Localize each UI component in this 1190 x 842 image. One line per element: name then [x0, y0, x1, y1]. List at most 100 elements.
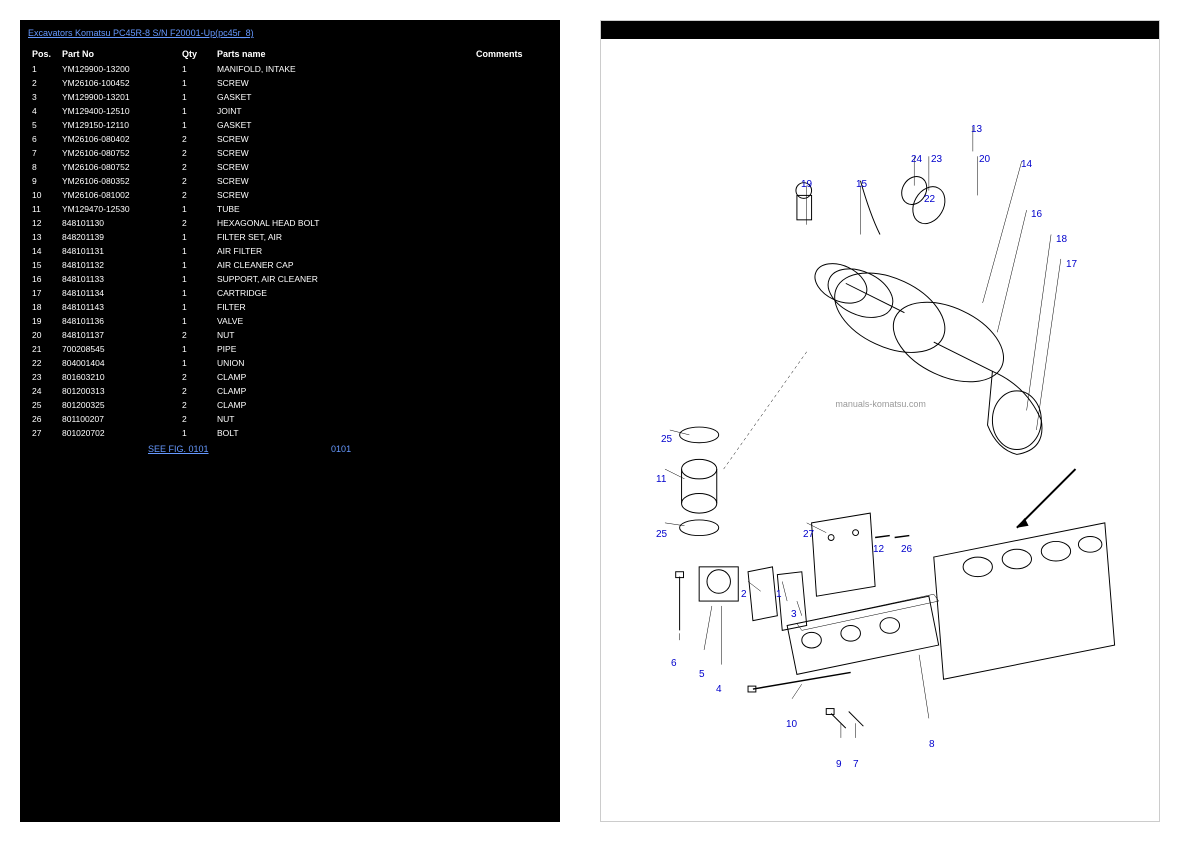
callout-15: 15 [856, 179, 867, 190]
cell-qty: 2 [178, 174, 213, 188]
cell-partno: 700208545 [58, 342, 178, 356]
cell-comments [472, 258, 552, 272]
cell-qty: 2 [178, 160, 213, 174]
header-pos: Pos. [28, 46, 58, 62]
breadcrumb: Excavators Komatsu PC45R-8 S/N F20001-Up… [28, 28, 552, 38]
cell-comments [472, 62, 552, 76]
table-row: 7YM26106-0807522SCREW [28, 146, 552, 160]
cell-pos: 23 [28, 370, 58, 384]
cell-partno: 801200325 [58, 398, 178, 412]
see-fig-link[interactable]: SEE FIG. 0101 [148, 444, 209, 454]
callout-20: 20 [979, 154, 990, 165]
cell-partno: 848101130 [58, 216, 178, 230]
cell-pos: 5 [28, 118, 58, 132]
callout-22: 22 [924, 194, 935, 205]
cell-pos: 3 [28, 90, 58, 104]
cell-name: GASKET [213, 90, 472, 104]
cell-partno: YM129400-12510 [58, 104, 178, 118]
callout-5: 5 [699, 669, 705, 680]
cell-name: SCREW [213, 188, 472, 202]
cell-name: JOINT [213, 104, 472, 118]
callout-4: 4 [716, 684, 722, 695]
cell-comments [472, 384, 552, 398]
table-row: 6YM26106-0804022SCREW [28, 132, 552, 146]
cell-comments [472, 398, 552, 412]
cell-name: CARTRIDGE [213, 286, 472, 300]
cell-qty: 2 [178, 370, 213, 384]
table-row: 248012003132CLAMP [28, 384, 552, 398]
see-fig-row: SEE FIG. 0101 0101 [28, 444, 552, 454]
cell-comments [472, 426, 552, 440]
cell-pos: 4 [28, 104, 58, 118]
cell-partno: 801200313 [58, 384, 178, 398]
cell-partno: 801603210 [58, 370, 178, 384]
cell-name: MANIFOLD, INTAKE [213, 62, 472, 76]
cell-qty: 1 [178, 258, 213, 272]
cell-name: AIR FILTER [213, 244, 472, 258]
cell-name: SCREW [213, 146, 472, 160]
table-row: 9YM26106-0803522SCREW [28, 174, 552, 188]
diagram-panel: manuals-komatsu.com 13242320141915221618… [600, 20, 1160, 822]
cell-partno: YM26106-080402 [58, 132, 178, 146]
cell-name: TUBE [213, 202, 472, 216]
cell-name: SCREW [213, 174, 472, 188]
table-row: 2YM26106-1004521SCREW [28, 76, 552, 90]
cell-qty: 1 [178, 202, 213, 216]
cell-qty: 1 [178, 76, 213, 90]
cell-qty: 1 [178, 62, 213, 76]
diagram-svg [601, 39, 1159, 821]
table-row: 148481011311AIR FILTER [28, 244, 552, 258]
cell-partno: 848201139 [58, 230, 178, 244]
table-row: 1YM129900-132001MANIFOLD, INTAKE [28, 62, 552, 76]
cell-pos: 14 [28, 244, 58, 258]
cell-qty: 1 [178, 244, 213, 258]
cell-name: PIPE [213, 342, 472, 356]
cell-partno: YM26106-080352 [58, 174, 178, 188]
callout-3: 3 [791, 609, 797, 620]
table-row: 238016032102CLAMP [28, 370, 552, 384]
cell-partno: YM26106-100452 [58, 76, 178, 90]
cell-comments [472, 244, 552, 258]
cell-comments [472, 314, 552, 328]
cell-comments [472, 132, 552, 146]
cell-pos: 22 [28, 356, 58, 370]
cell-partno: YM129470-12530 [58, 202, 178, 216]
cell-name: BOLT [213, 426, 472, 440]
table-row: 178481011341CARTRIDGE [28, 286, 552, 300]
cell-comments [472, 370, 552, 384]
cell-partno: 848101137 [58, 328, 178, 342]
callout-1: 1 [776, 589, 782, 600]
header-partno: Part No [58, 46, 178, 62]
cell-pos: 19 [28, 314, 58, 328]
cell-pos: 10 [28, 188, 58, 202]
callout-13: 13 [971, 124, 982, 135]
cell-comments [472, 342, 552, 356]
table-row: 11YM129470-125301TUBE [28, 202, 552, 216]
cell-name: SCREW [213, 76, 472, 90]
cell-comments [472, 356, 552, 370]
cell-partno: YM26106-080752 [58, 146, 178, 160]
cell-qty: 1 [178, 286, 213, 300]
callout-19: 19 [801, 179, 812, 190]
cell-partno: 848101134 [58, 286, 178, 300]
cell-partno: YM129150-12110 [58, 118, 178, 132]
cell-qty: 2 [178, 132, 213, 146]
callout-6: 6 [671, 658, 677, 669]
callout-11: 11 [656, 474, 666, 485]
cell-qty: 1 [178, 356, 213, 370]
callout-18: 18 [1056, 234, 1067, 245]
cell-pos: 1 [28, 62, 58, 76]
table-row: 168481011331SUPPORT, AIR CLEANER [28, 272, 552, 286]
cell-name: VALVE [213, 314, 472, 328]
cell-pos: 16 [28, 272, 58, 286]
table-row: 208481011372NUT [28, 328, 552, 342]
breadcrumb-link[interactable]: Excavators Komatsu PC45R-8 S/N F20001-Up… [28, 28, 254, 38]
table-row: 198481011361VALVE [28, 314, 552, 328]
cell-partno: 848101132 [58, 258, 178, 272]
watermark: manuals-komatsu.com [835, 399, 926, 409]
parts-table-panel: Excavators Komatsu PC45R-8 S/N F20001-Up… [20, 20, 560, 822]
cell-comments [472, 300, 552, 314]
cell-qty: 2 [178, 328, 213, 342]
cell-comments [472, 90, 552, 104]
cell-name: FILTER SET, AIR [213, 230, 472, 244]
